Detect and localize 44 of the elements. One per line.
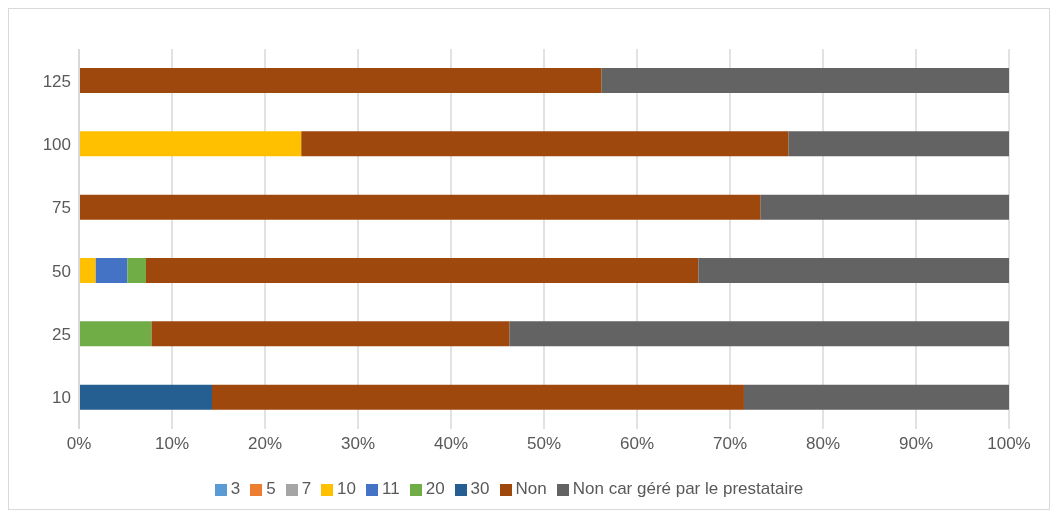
x-tick-label: 20% [247,434,283,454]
bar [79,68,602,93]
bar [601,68,1009,93]
bar [760,194,1009,220]
legend-label: 20 [425,479,445,498]
legend-label: 30 [470,479,490,498]
x-tick-label: 60% [619,434,655,454]
x-tick-label: 100% [987,434,1031,454]
x-tick-label: 40% [433,434,469,454]
y-tick-label: 25 [52,325,71,345]
bar [698,258,1009,283]
x-tick-label: 10% [154,434,190,454]
x-tick-label: 90% [898,434,934,454]
legend-label: Non [515,479,547,498]
y-tick-label: 10 [52,388,71,408]
legend-label: 5 [266,479,276,498]
x-tick-label: 80% [805,434,841,454]
bar [211,384,744,410]
bar [79,321,152,347]
legend-label: 7 [301,479,312,498]
y-tick-label: 75 [52,198,71,218]
bar [127,258,146,283]
bar [788,131,1009,157]
bar [145,258,699,283]
y-tick-label: 100 [42,135,71,155]
bar [79,384,212,410]
x-tick-label: 30% [340,434,376,454]
x-tick-label: 70% [712,434,748,454]
bar [301,131,789,157]
bar [151,321,510,347]
bar [509,321,1009,347]
y-tick-label: 50 [52,261,71,281]
legend-label: Non car géré par le prestataire [572,479,804,498]
bar [79,194,761,220]
legend-label: 11 [382,479,400,498]
bar [743,384,1009,410]
x-tick-label: 50% [526,434,562,454]
bar [79,258,96,283]
legend-label: 3 [230,479,241,498]
legend-label: 10 [337,479,357,498]
x-tick-label: 0% [66,434,92,454]
bar [79,131,302,157]
y-tick-label: 125 [42,71,71,91]
bar [95,258,128,283]
